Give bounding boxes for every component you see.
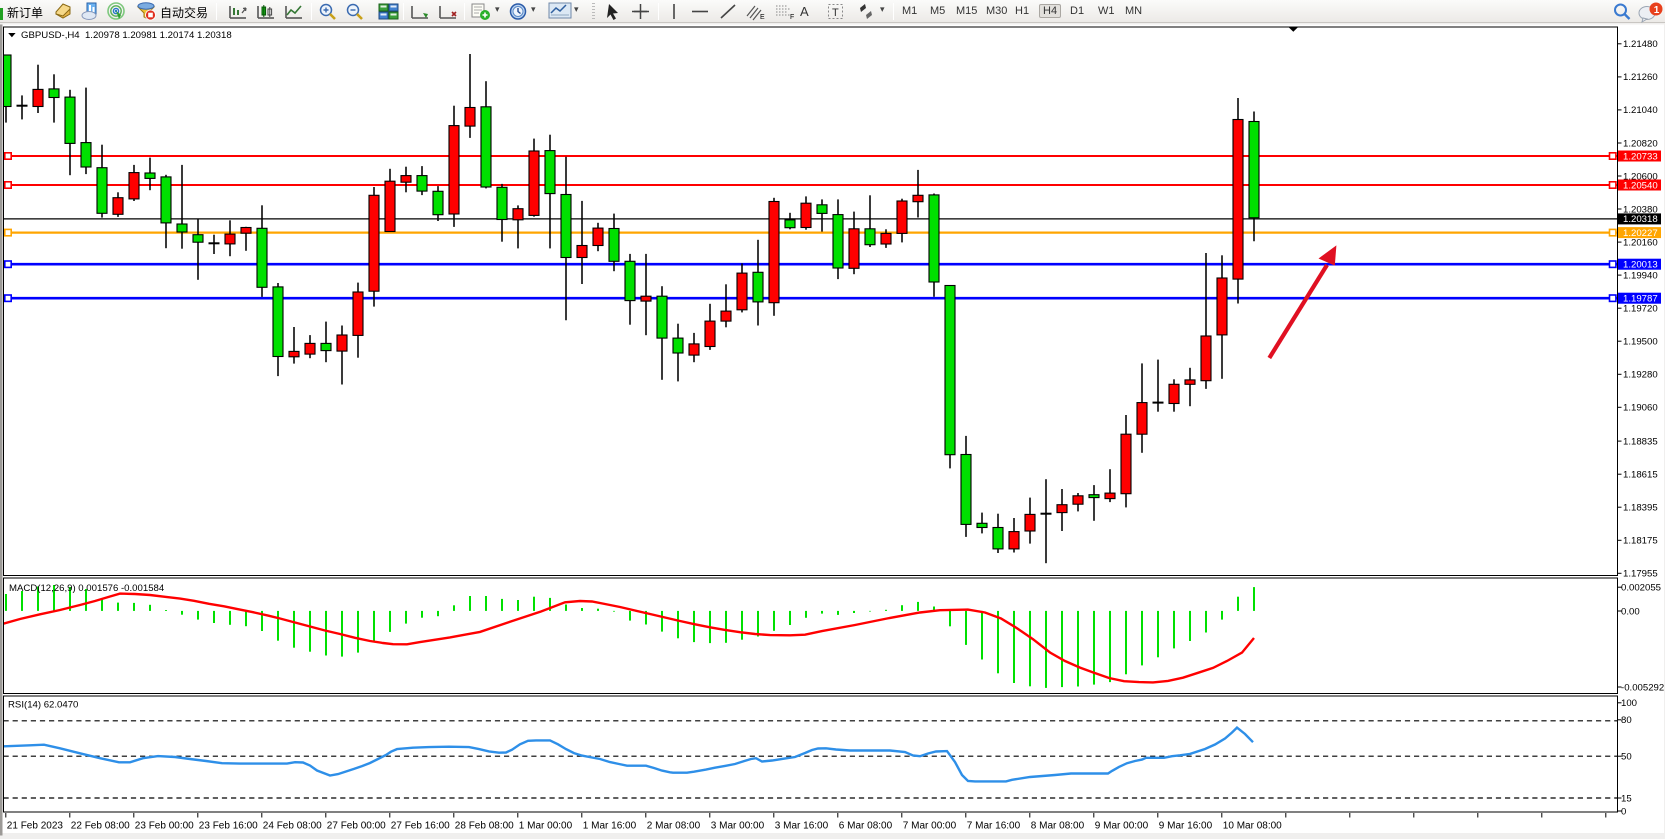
svg-text:1.19280: 1.19280 — [1623, 370, 1658, 381]
svg-text:1.20227: 1.20227 — [1623, 228, 1658, 239]
svg-text:1.19500: 1.19500 — [1623, 337, 1658, 348]
svg-text:1 Mar 16:00: 1 Mar 16:00 — [583, 821, 637, 832]
svg-text:RSI(14) 62.0470: RSI(14) 62.0470 — [8, 700, 78, 711]
svg-text:27 Feb 16:00: 27 Feb 16:00 — [391, 821, 450, 832]
svg-text:T: T — [832, 7, 839, 19]
svg-text:3 Mar 00:00: 3 Mar 00:00 — [711, 821, 765, 832]
svg-text:22 Feb 08:00: 22 Feb 08:00 — [71, 821, 130, 832]
svg-text:23 Feb 00:00: 23 Feb 00:00 — [135, 821, 194, 832]
svg-text:F: F — [790, 14, 794, 21]
svg-text:2 Mar 08:00: 2 Mar 08:00 — [647, 821, 701, 832]
svg-text:1.18395: 1.18395 — [1623, 503, 1658, 514]
svg-text:1.18175: 1.18175 — [1623, 536, 1658, 547]
svg-text:7 Mar 16:00: 7 Mar 16:00 — [967, 821, 1021, 832]
svg-text:1.17955: 1.17955 — [1623, 569, 1658, 580]
svg-text:10 Mar 08:00: 10 Mar 08:00 — [1223, 821, 1282, 832]
svg-text:1.21260: 1.21260 — [1623, 72, 1658, 83]
svg-text:24 Feb 08:00: 24 Feb 08:00 — [263, 821, 322, 832]
svg-text:1.20600: 1.20600 — [1623, 171, 1658, 182]
svg-text:3 Mar 16:00: 3 Mar 16:00 — [775, 821, 829, 832]
svg-text:1.20013: 1.20013 — [1623, 260, 1658, 271]
svg-text:28 Feb 08:00: 28 Feb 08:00 — [455, 821, 514, 832]
svg-text:1.19060: 1.19060 — [1623, 403, 1658, 414]
svg-text:1.18835: 1.18835 — [1623, 436, 1658, 447]
svg-text:1.20160: 1.20160 — [1623, 237, 1658, 248]
svg-text:1.19787: 1.19787 — [1623, 294, 1658, 305]
svg-text:MACD(12,26,9) 0.001576 -0.0015: MACD(12,26,9) 0.001576 -0.001584 — [9, 583, 165, 594]
svg-text:0.002055: 0.002055 — [1621, 583, 1661, 594]
svg-text:100: 100 — [1621, 698, 1637, 709]
svg-text:1.19940: 1.19940 — [1623, 270, 1658, 281]
svg-text:6 Mar 08:00: 6 Mar 08:00 — [839, 821, 893, 832]
svg-text:1.20380: 1.20380 — [1623, 204, 1658, 215]
svg-text:1.20733: 1.20733 — [1623, 151, 1658, 162]
svg-text:1.20820: 1.20820 — [1623, 138, 1658, 149]
svg-text:GBPUSD-,H4 1.20978 1.20981 1.: GBPUSD-,H4 1.20978 1.20981 1.20174 1.203… — [21, 30, 232, 41]
svg-text:1.19720: 1.19720 — [1623, 304, 1658, 315]
svg-text:0.00: 0.00 — [1621, 606, 1640, 617]
svg-text:9 Mar 16:00: 9 Mar 16:00 — [1159, 821, 1213, 832]
svg-text:1.20540: 1.20540 — [1623, 180, 1658, 191]
svg-text:0: 0 — [1621, 806, 1626, 817]
svg-text:1.21480: 1.21480 — [1623, 39, 1658, 50]
svg-text:9 Mar 00:00: 9 Mar 00:00 — [1095, 821, 1149, 832]
svg-text:7 Mar 00:00: 7 Mar 00:00 — [903, 821, 957, 832]
svg-text:21 Feb 2023: 21 Feb 2023 — [7, 821, 64, 832]
svg-text:E: E — [760, 14, 765, 21]
svg-text:15: 15 — [1621, 793, 1632, 804]
svg-text:1.20318: 1.20318 — [1623, 214, 1658, 225]
svg-text:27 Feb 00:00: 27 Feb 00:00 — [327, 821, 386, 832]
svg-text:1.21040: 1.21040 — [1623, 105, 1658, 116]
svg-text:1: 1 — [1654, 5, 1660, 16]
svg-text:-0.005292: -0.005292 — [1621, 682, 1664, 693]
svg-text:1 Mar 00:00: 1 Mar 00:00 — [519, 821, 573, 832]
svg-text:8 Mar 08:00: 8 Mar 08:00 — [1031, 821, 1085, 832]
svg-text:50: 50 — [1621, 752, 1632, 763]
svg-text:80: 80 — [1621, 715, 1632, 726]
svg-text:1.18615: 1.18615 — [1623, 470, 1658, 481]
svg-text:23 Feb 16:00: 23 Feb 16:00 — [199, 821, 258, 832]
